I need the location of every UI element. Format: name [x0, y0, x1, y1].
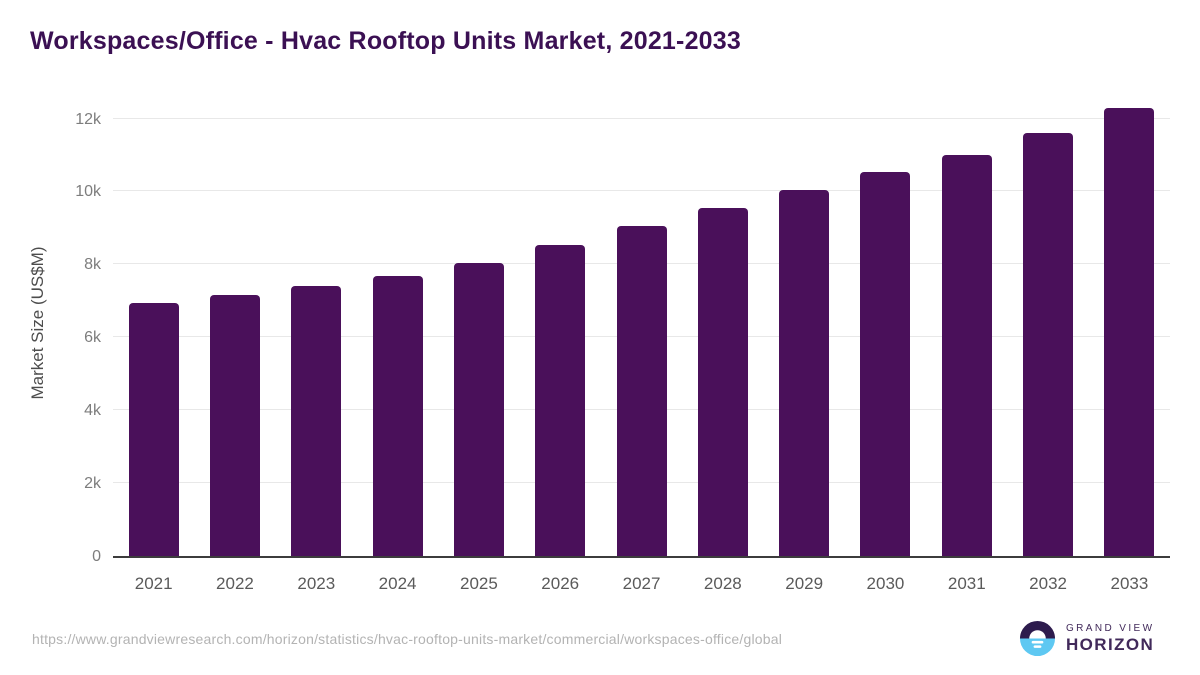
bar-2025: [453, 262, 504, 556]
logo-brand-name: GRAND VIEW: [1066, 623, 1155, 634]
bar-2021: [128, 303, 179, 556]
bar-2026: [535, 245, 586, 556]
x-tick-2025: 2025: [459, 574, 498, 593]
bar-2033: [1104, 108, 1155, 556]
chart-title: Workspaces/Office - Hvac Rooftop Units M…: [30, 27, 741, 55]
gridline-10k: [113, 190, 1170, 192]
x-tick-2031: 2031: [947, 574, 986, 593]
x-tick-2026: 2026: [541, 574, 580, 593]
x-tick-2029: 2029: [785, 574, 824, 593]
bar-2029: [779, 190, 830, 556]
x-tick-2023: 2023: [297, 574, 336, 593]
bar-2027: [616, 226, 667, 556]
bar-2022: [209, 294, 260, 556]
logo-sun: [1029, 630, 1046, 639]
logo-reflection-1: [1031, 640, 1044, 644]
x-tick-2033: 2033: [1110, 574, 1149, 593]
x-tick-2027: 2027: [622, 574, 661, 593]
x-tick-2032: 2032: [1029, 574, 1067, 593]
brand-logo: GRAND VIEW HORIZON: [1019, 620, 1154, 657]
bar-2031: [941, 154, 992, 556]
y-tick-8k: 8k: [84, 256, 101, 274]
y-axis-tick-labels: 0 2k 4k 6k 8k 10k 12k: [0, 88, 101, 565]
bar-2032: [1023, 132, 1074, 556]
x-tick-2030: 2030: [866, 574, 905, 593]
plot-area: [113, 88, 1170, 558]
gridline-12k: [113, 117, 1170, 119]
bar-2028: [697, 207, 748, 556]
bar-2024: [372, 275, 423, 556]
bar-2023: [291, 286, 342, 556]
bar-2030: [860, 171, 911, 556]
logo-text: GRAND VIEW HORIZON: [1066, 623, 1154, 654]
y-tick-4k: 4k: [84, 402, 101, 420]
logo-sky: [1019, 620, 1056, 639]
y-tick-2k: 2k: [84, 475, 101, 493]
y-tick-6k: 6k: [84, 329, 101, 347]
logo-product-name: HORIZON: [1066, 635, 1155, 654]
y-tick-10k: 10k: [75, 183, 101, 201]
x-tick-2028: 2028: [703, 574, 742, 593]
x-tick-2022: 2022: [216, 574, 254, 593]
x-tick-2021: 2021: [134, 574, 173, 593]
y-tick-12k: 12k: [75, 110, 101, 128]
logo-reflection-2: [1033, 645, 1042, 648]
x-axis-tick-labels: 2021 2022 2023 2024 2025 2026 2027 2028 2029 2030…: [113, 574, 1170, 594]
x-tick-2024: 2024: [378, 574, 417, 593]
source-url: https://www.grandviewresearch.com/horizo…: [32, 631, 783, 647]
horizon-logo-icon: [1019, 620, 1056, 657]
y-tick-0: 0: [92, 548, 101, 565]
